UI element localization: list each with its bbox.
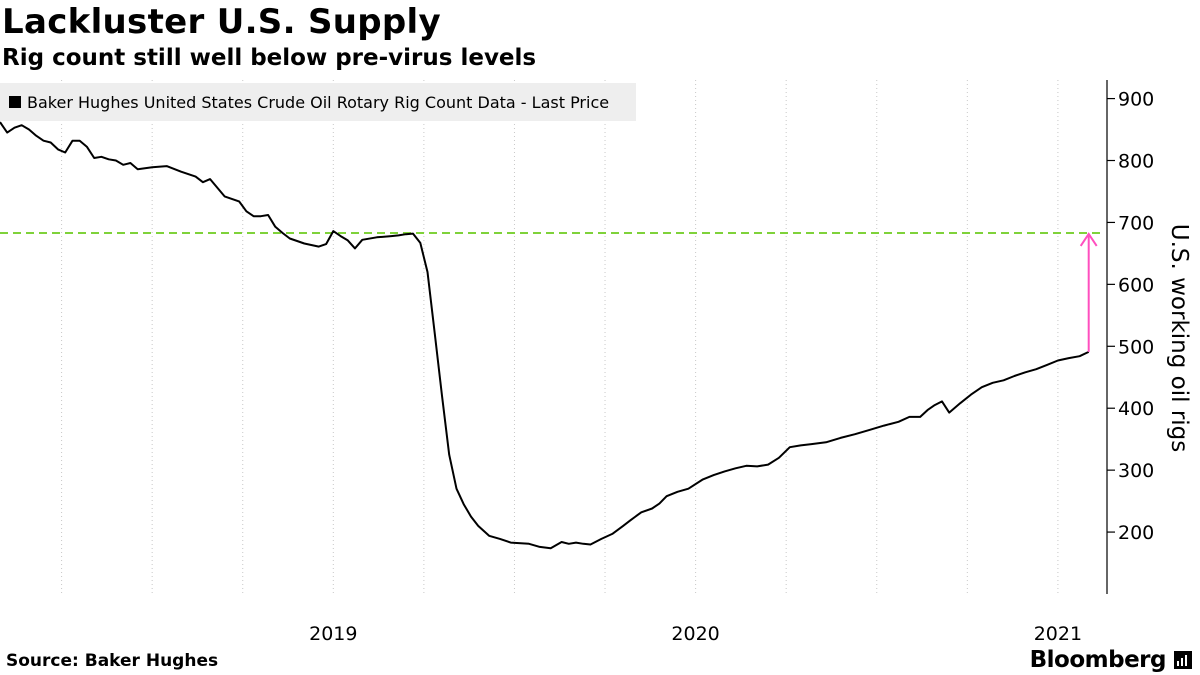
y-axis: 200 300 400 500 600 700 800 900	[1106, 80, 1154, 594]
y-tick-label: 500	[1118, 336, 1154, 358]
x-tick-label: 2019	[309, 623, 357, 645]
y-tick-label: 900	[1118, 89, 1154, 111]
x-tick-label: 2020	[671, 623, 719, 645]
legend-swatch	[9, 96, 21, 108]
legend-label: Baker Hughes United States Crude Oil Rot…	[27, 93, 609, 112]
y-tick-label: 600	[1118, 274, 1154, 296]
y-tick-label: 700	[1118, 212, 1154, 234]
y-tick-label: 200	[1118, 522, 1154, 544]
annotation-group	[1079, 232, 1098, 352]
x-tick-label: 2021	[1034, 623, 1082, 645]
chart-title: Lackluster U.S. Supply	[2, 2, 441, 42]
brand-logo-text: Bloomberg	[1029, 647, 1167, 673]
y-tick-label: 400	[1118, 398, 1154, 420]
rig-count-series-line	[0, 121, 1090, 550]
legend-background	[0, 83, 636, 121]
legend: Baker Hughes United States Crude Oil Rot…	[0, 83, 636, 121]
y-tick-label: 300	[1118, 460, 1154, 482]
series-group	[0, 121, 1090, 550]
chart-subtitle: Rig count still well below pre-virus lev…	[2, 45, 537, 71]
source-note: Source: Baker Hughes	[6, 651, 219, 671]
annotation-arrow-head	[1079, 232, 1098, 247]
y-tick-label: 800	[1118, 151, 1154, 173]
bloomberg-logo-icon	[1174, 651, 1192, 669]
x-axis: 2019 2020 2021	[309, 623, 1082, 645]
y-axis-title: U.S. working oil rigs	[1166, 224, 1192, 453]
grid-lines	[61, 80, 1059, 594]
